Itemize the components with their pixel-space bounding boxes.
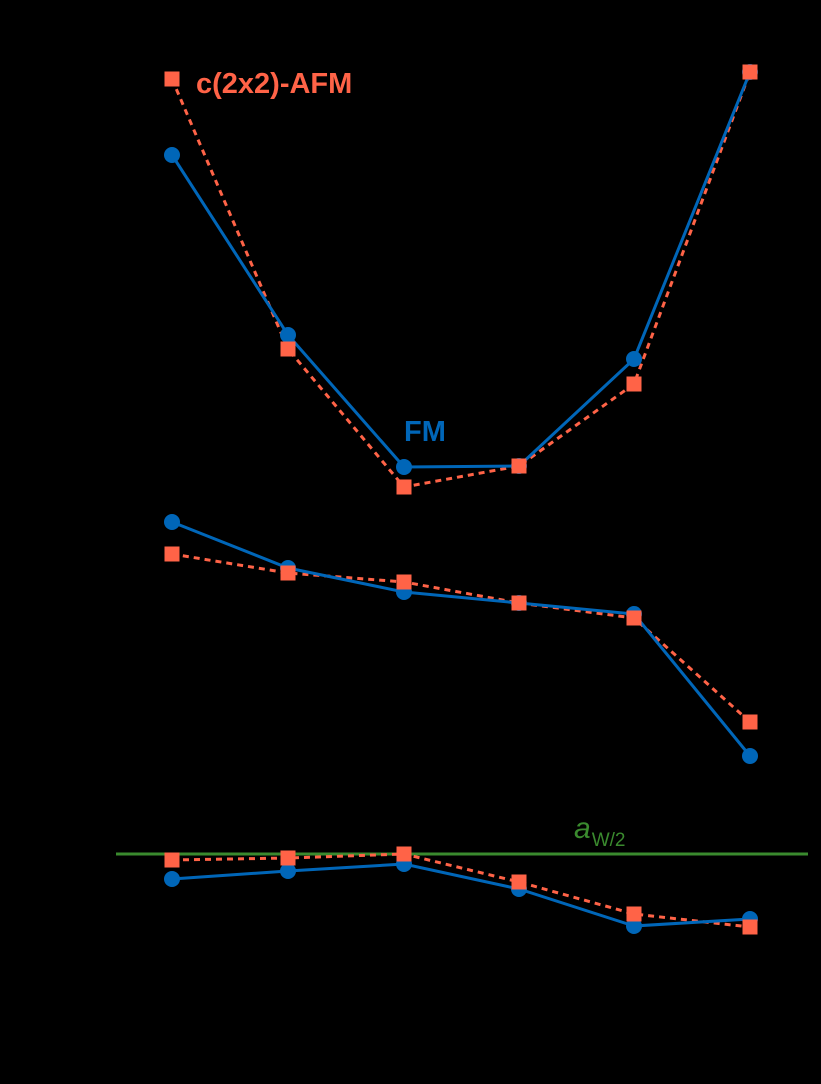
afm-data-point	[396, 846, 412, 862]
fm-data-point	[396, 459, 412, 475]
afm-data-point	[280, 341, 296, 357]
fm-data-point	[280, 327, 296, 343]
fm-series-line-bottom	[171, 862, 751, 928]
afm-data-point	[511, 595, 527, 611]
fm-data-point	[164, 147, 180, 163]
afm-series-line-top	[170, 71, 752, 489]
afm-data-point	[164, 546, 180, 562]
fm-series-line-middle	[171, 520, 752, 757]
afm-data-point	[396, 479, 412, 495]
reference-label-main: a	[574, 812, 591, 845]
reference-label-subscript: W/2	[591, 830, 626, 851]
fm-series-line-top	[170, 71, 752, 469]
afm-data-point	[511, 874, 527, 890]
afm-series-line-bottom	[171, 852, 751, 929]
afm-data-point	[511, 458, 527, 474]
fm-data-point	[164, 514, 180, 530]
fm-data-point	[280, 863, 296, 879]
afm-data-point	[164, 852, 180, 868]
fm-data-point	[626, 918, 642, 934]
legend-label-fm: FM	[404, 416, 446, 448]
fm-data-point	[164, 871, 180, 887]
afm-data-point	[164, 71, 180, 87]
afm-data-point	[280, 565, 296, 581]
series-lines	[170, 71, 752, 929]
reference-line-label: aW/2	[574, 812, 625, 852]
afm-data-point	[742, 919, 758, 935]
afm-data-point	[626, 610, 642, 626]
series-markers	[164, 64, 758, 935]
afm-data-point	[396, 574, 412, 590]
legend-label-afm: c(2x2)-AFM	[196, 68, 353, 100]
afm-data-point	[626, 906, 642, 922]
afm-data-point	[742, 64, 758, 80]
afm-data-point	[280, 850, 296, 866]
afm-data-point	[742, 714, 758, 730]
fm-data-point	[626, 351, 642, 367]
afm-series-line-middle	[171, 552, 752, 724]
afm-data-point	[626, 376, 642, 392]
fm-data-point	[742, 748, 758, 764]
